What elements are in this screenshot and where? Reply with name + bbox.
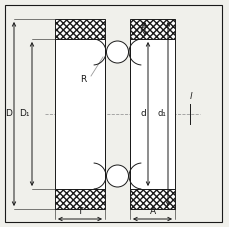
Polygon shape [129, 19, 174, 39]
Text: l: l [189, 92, 191, 101]
Circle shape [106, 165, 128, 187]
Text: r: r [139, 20, 143, 30]
Text: r: r [139, 25, 142, 34]
Text: D: D [5, 109, 12, 118]
Bar [129, 39, 174, 189]
Circle shape [106, 41, 128, 63]
Text: R: R [79, 74, 86, 84]
Text: A: A [149, 207, 155, 216]
Polygon shape [129, 189, 174, 209]
Polygon shape [55, 19, 105, 39]
Text: D₁: D₁ [19, 109, 30, 118]
Polygon shape [55, 189, 105, 209]
Text: T: T [77, 207, 82, 216]
Text: d₁: d₁ [157, 109, 165, 118]
Text: d: d [140, 109, 145, 118]
Bar [55, 39, 105, 189]
